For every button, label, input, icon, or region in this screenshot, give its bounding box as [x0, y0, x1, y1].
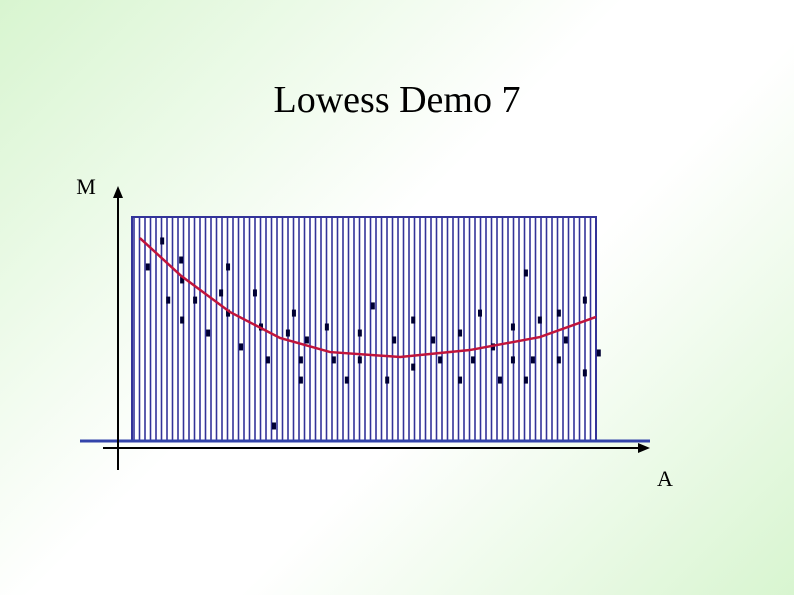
data-point	[298, 376, 303, 384]
data-point	[370, 302, 375, 310]
data-point	[226, 309, 231, 317]
plot-fill	[132, 217, 596, 441]
data-point	[179, 256, 184, 264]
lowess-curve	[139, 237, 597, 359]
data-point	[271, 422, 276, 430]
data-point	[556, 356, 561, 364]
data-point	[285, 329, 290, 337]
data-point	[530, 356, 535, 364]
data-point	[166, 296, 171, 304]
data-point	[331, 356, 336, 364]
data-point	[563, 336, 568, 344]
data-point	[497, 376, 502, 384]
data-point	[265, 356, 270, 364]
data-point	[145, 263, 150, 271]
data-point	[226, 263, 231, 271]
data-point	[537, 316, 542, 324]
data-point	[180, 316, 185, 324]
data-point	[438, 356, 443, 364]
plot-background	[132, 217, 596, 441]
data-point	[385, 376, 390, 384]
data-point	[344, 376, 349, 384]
data-point	[291, 309, 296, 317]
data-point	[458, 329, 463, 337]
y-axis-label: M	[76, 174, 96, 199]
data-point	[458, 376, 463, 384]
data-point	[193, 296, 198, 304]
data-point	[523, 376, 528, 384]
data-point	[523, 269, 528, 277]
data-point	[411, 363, 416, 371]
y-axis-arrow	[113, 186, 123, 198]
chart-title: Lowess Demo 7	[274, 79, 521, 121]
data-point	[298, 356, 303, 364]
data-point	[471, 356, 476, 364]
data-point	[556, 309, 561, 317]
data-point	[357, 356, 362, 364]
data-point	[510, 323, 515, 331]
data-point	[239, 343, 244, 351]
data-point	[392, 336, 397, 344]
x-axis-arrow	[638, 443, 650, 453]
data-point	[582, 369, 587, 377]
data-point	[324, 323, 329, 331]
data-point	[431, 336, 436, 344]
data-point	[596, 349, 601, 357]
data-point	[206, 329, 211, 337]
data-point	[411, 316, 416, 324]
data-point	[252, 289, 257, 297]
data-point	[478, 309, 482, 317]
data-point	[160, 237, 165, 245]
data-point	[357, 329, 362, 337]
data-point	[219, 289, 224, 297]
x-axis-label: A	[657, 466, 673, 491]
data-point	[510, 356, 515, 364]
data-point	[582, 296, 587, 304]
data-point	[180, 276, 185, 284]
data-point	[304, 336, 309, 344]
